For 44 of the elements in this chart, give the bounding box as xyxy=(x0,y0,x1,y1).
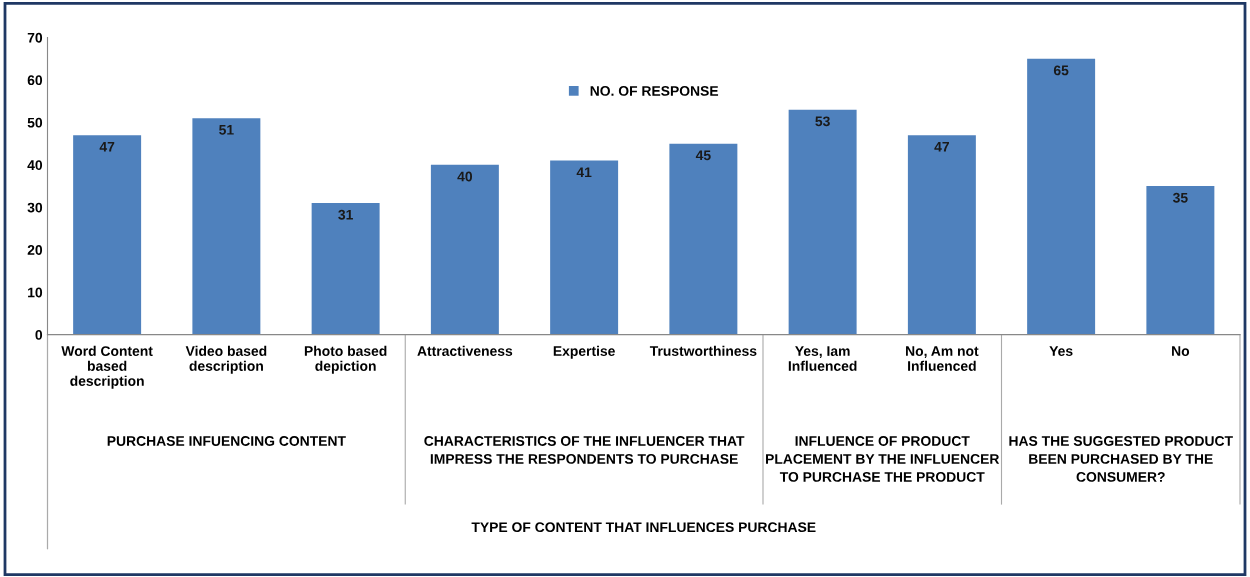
legend-label: NO. OF RESPONSE xyxy=(590,86,719,96)
y-tick-label: 10 xyxy=(28,287,43,298)
x-tick-label: Word Content based description xyxy=(61,345,153,389)
bar xyxy=(550,160,619,335)
bar xyxy=(907,135,976,335)
data-label: 47 xyxy=(99,142,115,152)
x-tick-label: Yes, Iam Influenced xyxy=(788,346,857,371)
x-tick-label: Expertise xyxy=(553,345,615,359)
bar xyxy=(669,143,738,335)
y-tick-label: 20 xyxy=(27,245,43,255)
x-tick-label: Photo based depiction xyxy=(304,345,387,374)
text: TYPE OF CONTENT THAT INFLUENCES PURCHASE xyxy=(471,522,816,533)
bar xyxy=(430,164,499,335)
x-tick-label: Trustworthiness xyxy=(649,345,757,356)
data-label: 40 xyxy=(457,171,473,182)
y-tick-label: 30 xyxy=(27,202,43,213)
bar xyxy=(1146,186,1215,335)
text: INFLUENCE OF PRODUCT PLACEMENT BY THE INFLUENCER TO PURCHASE THE PRODUCT xyxy=(766,436,1000,482)
data-label: 51 xyxy=(219,125,234,135)
x-tick-label: Attractiveness xyxy=(417,345,513,356)
y-tick-label: 0 xyxy=(35,329,43,340)
x-tick-label: No xyxy=(1172,346,1190,356)
text: PURCHASE INFUENCING CONTENT xyxy=(107,436,346,446)
bar xyxy=(73,135,142,335)
y-tick-label: 70 xyxy=(27,32,43,43)
data-label: 35 xyxy=(1172,192,1188,203)
bar xyxy=(788,109,857,335)
text: HAS THE SUGGESTED PRODUCT BEEN PURCHASED BY THE CONSUMER? xyxy=(1009,436,1233,482)
bar xyxy=(1027,58,1096,335)
data-label: 41 xyxy=(576,167,592,178)
x-tick-label: Yes xyxy=(1049,346,1073,356)
data-label: 45 xyxy=(695,150,711,161)
data-label: 53 xyxy=(815,116,830,127)
y-tick-label: 60 xyxy=(27,75,43,86)
data-label: 31 xyxy=(338,209,353,220)
x-tick-label: Video based description xyxy=(185,345,267,374)
data-label: 47 xyxy=(934,142,949,152)
x-tick-label: No, Am not Influenced xyxy=(906,346,979,371)
bar xyxy=(192,118,261,335)
data-label: 65 xyxy=(1053,65,1069,76)
bar xyxy=(311,203,380,335)
y-tick-label: 40 xyxy=(27,160,43,171)
y-tick-label: 50 xyxy=(27,117,43,128)
text: CHARACTERISTICS OF THE INFLUENCER THAT IMPRESS THE RESPONDENTS TO PURCHASE xyxy=(424,436,745,464)
